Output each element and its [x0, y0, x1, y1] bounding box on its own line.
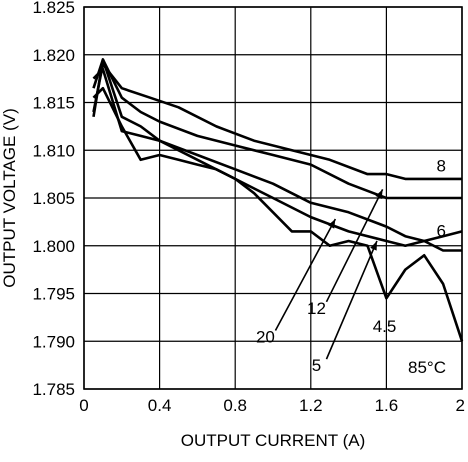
series-line-6	[92, 58, 462, 200]
x-tick-label: 0	[79, 396, 88, 415]
y-tick-label: 1.815	[32, 94, 75, 113]
x-tick-label: 2	[456, 396, 465, 415]
series-label-20: 20	[256, 327, 275, 346]
series-label-8: 8	[436, 157, 445, 176]
y-tick-label: 1.820	[32, 46, 75, 65]
leader-arrowhead-5	[370, 240, 377, 251]
series-label-6: 6	[436, 221, 445, 240]
series-label-5: 5	[312, 356, 321, 375]
y-tick-label: 1.785	[32, 380, 75, 399]
leader-arrowhead-20	[328, 219, 336, 229]
y-tick-label: 1.795	[32, 285, 75, 304]
y-axis-label: OUTPUT VOLTAGE (V)	[0, 108, 19, 287]
leader-arrowhead-12	[375, 189, 383, 200]
series-line-12	[92, 67, 463, 247]
y-tick-label: 1.810	[32, 141, 75, 160]
leader-line-20	[274, 218, 337, 331]
temperature-annotation: 85°C	[408, 358, 446, 377]
x-tick-labels: 0 0.4 0.8 1.2 1.6 2	[79, 396, 465, 415]
x-tick-label: 0.8	[223, 396, 247, 415]
y-tick-label: 1.800	[32, 237, 75, 256]
y-tick-labels: 1.785 1.790 1.795 1.800 1.805 1.810 1.815 1.820…	[32, 0, 75, 399]
series-label-4.5: 4.5	[373, 317, 397, 336]
y-tick-label: 1.790	[32, 332, 75, 351]
y-tick-label: 1.825	[32, 0, 75, 17]
series-leaders: 20 12 5 8 6 4.5	[256, 157, 446, 376]
x-axis-label: OUTPUT CURRENT (A)	[181, 431, 366, 450]
x-tick-label: 1.2	[299, 396, 323, 415]
series-label-12: 12	[307, 299, 326, 318]
x-tick-label: 1.6	[375, 396, 399, 415]
series-line-8	[92, 63, 462, 181]
x-tick-label: 0.4	[148, 396, 172, 415]
series-line-4.5	[92, 58, 462, 252]
leader-line-12	[325, 189, 384, 303]
series-lines	[92, 58, 464, 342]
leader-line-5	[325, 240, 378, 360]
y-tick-label: 1.805	[32, 189, 75, 208]
series-line-20	[92, 86, 464, 342]
